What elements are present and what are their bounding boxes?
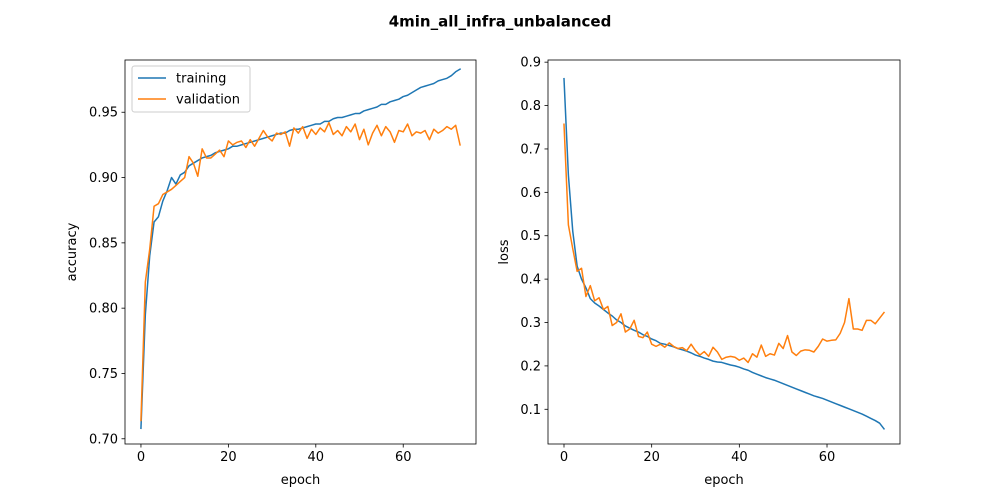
loss-y-tick-label: 0.4 (520, 273, 541, 288)
loss-y-tick-label: 0.5 (520, 229, 541, 244)
loss-x-tick-label: 60 (819, 450, 836, 465)
figure-title: 4min_all_infra_unbalanced (389, 13, 612, 31)
accuracy-y-tick-label: 0.90 (89, 171, 118, 186)
loss-x-axis-label: epoch (704, 473, 744, 488)
loss-y-tick-label: 0.9 (520, 56, 541, 71)
loss-y-tick-label: 0.1 (520, 403, 541, 418)
loss-panel: 0 20 40 60 0.1 0.2 0.3 0.4 0.5 0.6 0.7 0.8 0.9 epoch l… (497, 56, 901, 488)
legend-label-validation: validation (176, 93, 240, 108)
loss-y-tick-label: 0.7 (520, 142, 541, 157)
accuracy-x-tick-label: 60 (395, 450, 412, 465)
loss-x-tick-label: 40 (731, 450, 748, 465)
accuracy-panel: 0 20 40 60 0.70 0.75 0.80 0.85 0.90 0.95 epoch accu… (65, 59, 477, 488)
accuracy-y-tick-label: 0.70 (89, 432, 118, 447)
accuracy-axes-frame (124, 59, 477, 445)
accuracy-y-tick-label: 0.75 (89, 367, 118, 382)
accuracy-x-tick-label: 20 (220, 450, 237, 465)
accuracy-y-tick-label: 0.80 (89, 302, 118, 317)
accuracy-validation-line (140, 121, 461, 422)
loss-y-tick-label: 0.2 (520, 359, 541, 374)
loss-y-tick-label: 0.6 (520, 186, 541, 201)
accuracy-x-tick-label: 0 (137, 450, 145, 465)
accuracy-y-tick-label: 0.85 (89, 236, 118, 251)
loss-y-axis-label: loss (497, 239, 512, 264)
loss-axes-frame (547, 59, 901, 445)
loss-validation-line (563, 123, 886, 364)
legend-label-training: training (176, 72, 226, 87)
loss-x-tick-label: 20 (643, 450, 660, 465)
loss-y-tick-label: 0.3 (520, 316, 541, 331)
accuracy-x-axis-label: epoch (281, 473, 321, 488)
loss-x-tick-label: 0 (560, 450, 568, 465)
accuracy-y-axis-label: accuracy (65, 222, 80, 281)
accuracy-x-tick-label: 40 (308, 450, 325, 465)
accuracy-legend: training validation (131, 65, 251, 113)
accuracy-y-tick-label: 0.95 (89, 106, 118, 121)
loss-y-tick-label: 0.8 (520, 99, 541, 114)
